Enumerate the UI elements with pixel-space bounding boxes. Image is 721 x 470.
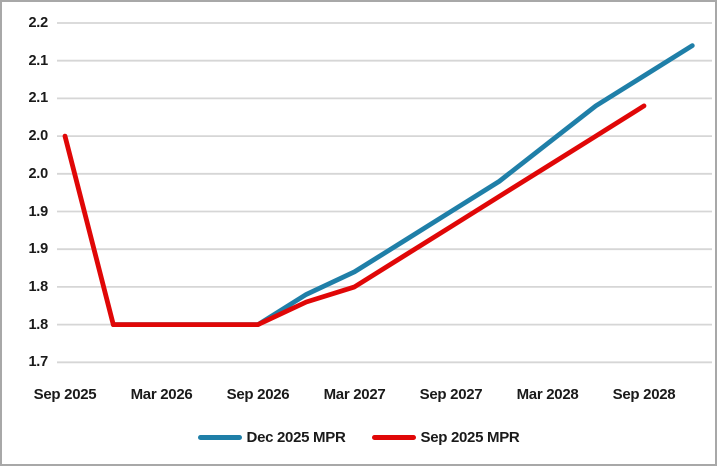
y-tick-label: 1.9 <box>28 203 48 220</box>
x-tick-label: Sep 2026 <box>226 386 290 403</box>
x-tick-label: Mar 2026 <box>130 386 193 403</box>
legend-item-dec-2025-mpr: Dec 2025 MPR <box>197 429 346 446</box>
y-tick-label: 2.0 <box>28 165 48 182</box>
y-tick-label: 1.8 <box>28 316 48 333</box>
x-tick-label: Sep 2025 <box>33 386 97 403</box>
y-tick-label: 2.1 <box>28 90 48 107</box>
legend-line-marker-icon <box>371 435 416 440</box>
legend: Dec 2025 MPR Sep 2025 MPR <box>0 429 717 446</box>
y-tick-label: 1.9 <box>28 241 48 258</box>
y-tick-label: 2.0 <box>28 128 48 145</box>
x-tick-label: Sep 2027 <box>419 386 483 403</box>
x-tick-label: Sep 2028 <box>612 386 676 403</box>
legend-label: Dec 2025 MPR <box>246 429 346 446</box>
legend-line-marker-icon <box>197 435 242 440</box>
y-tick-label: 2.1 <box>28 52 48 69</box>
y-tick-label: 2.2 <box>28 15 48 31</box>
legend-item-sep-2025-mpr: Sep 2025 MPR <box>371 429 520 446</box>
series-line-dec-2025-mpr <box>110 43 695 328</box>
x-tick-label: Mar 2027 <box>323 386 386 403</box>
legend-label: Sep 2025 MPR <box>420 429 520 446</box>
y-tick-label: 1.8 <box>28 278 48 295</box>
y-tick-label: 1.7 <box>28 354 48 371</box>
x-tick-label: Mar 2028 <box>516 386 579 403</box>
series-line-sep-2025-mpr <box>62 103 647 328</box>
